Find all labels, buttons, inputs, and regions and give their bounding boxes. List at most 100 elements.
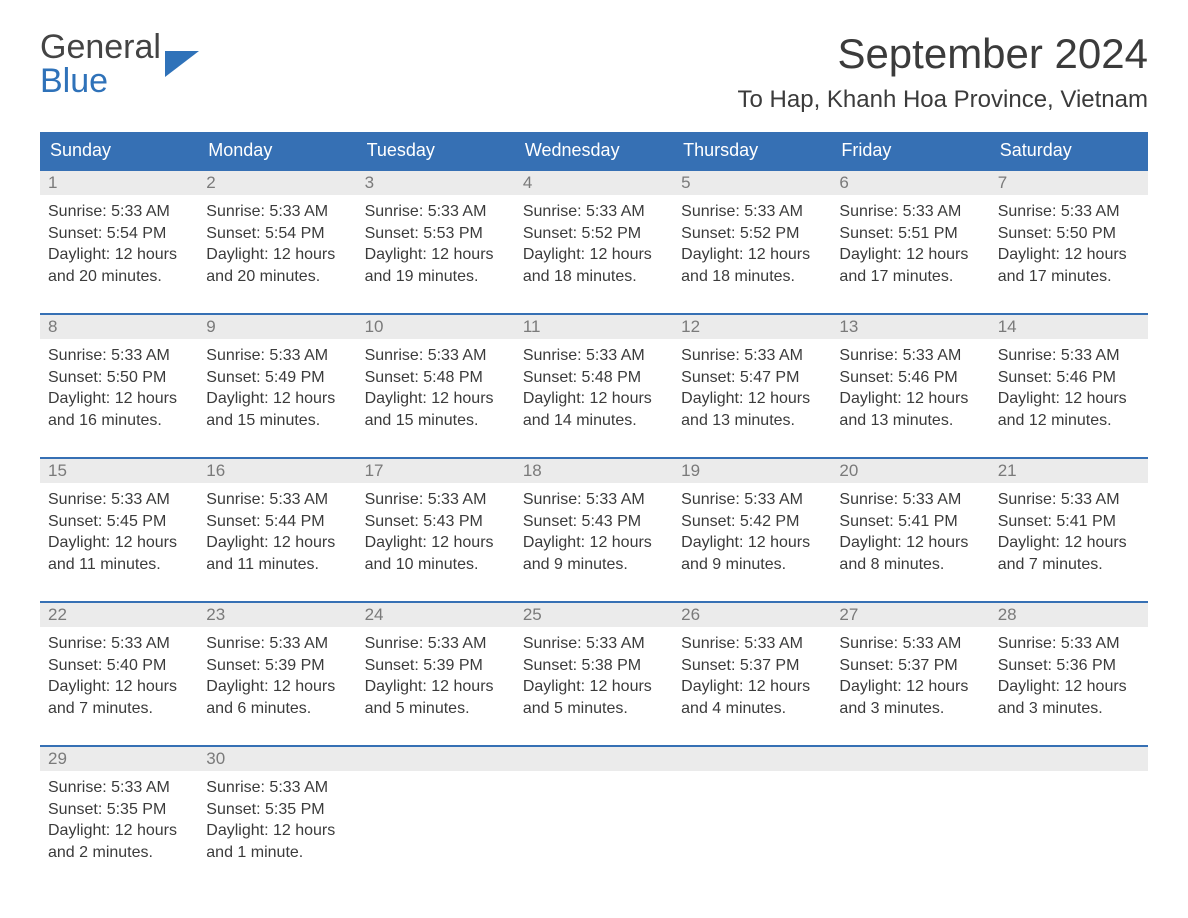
sunrise-line: Sunrise: 5:33 AM xyxy=(48,489,190,511)
daylight-line: Daylight: 12 hours and 20 minutes. xyxy=(206,244,348,287)
sunrise-line: Sunrise: 5:33 AM xyxy=(839,201,981,223)
day-header: Saturday xyxy=(990,132,1148,169)
day-number: 26 xyxy=(673,603,831,627)
day-number: 27 xyxy=(831,603,989,627)
logo-flag-icon xyxy=(165,51,199,77)
day-number: 21 xyxy=(990,459,1148,483)
day-cell: Sunrise: 5:33 AMSunset: 5:35 PMDaylight:… xyxy=(198,771,356,875)
sunset-line: Sunset: 5:38 PM xyxy=(523,655,665,677)
sunrise-line: Sunrise: 5:33 AM xyxy=(523,345,665,367)
sunset-line: Sunset: 5:46 PM xyxy=(998,367,1140,389)
daylight-line: Daylight: 12 hours and 3 minutes. xyxy=(839,676,981,719)
day-number: 25 xyxy=(515,603,673,627)
day-cell: Sunrise: 5:33 AMSunset: 5:38 PMDaylight:… xyxy=(515,627,673,731)
sunrise-line: Sunrise: 5:33 AM xyxy=(998,489,1140,511)
daylight-line: Daylight: 12 hours and 8 minutes. xyxy=(839,532,981,575)
sunset-line: Sunset: 5:44 PM xyxy=(206,511,348,533)
header: General Blue September 2024 To Hap, Khan… xyxy=(40,30,1148,114)
sunrise-line: Sunrise: 5:33 AM xyxy=(48,345,190,367)
day-cell: Sunrise: 5:33 AMSunset: 5:46 PMDaylight:… xyxy=(831,339,989,443)
day-cell: Sunrise: 5:33 AMSunset: 5:41 PMDaylight:… xyxy=(831,483,989,587)
daylight-line: Daylight: 12 hours and 1 minute. xyxy=(206,820,348,863)
daylight-line: Daylight: 12 hours and 15 minutes. xyxy=(206,388,348,431)
day-number: 8 xyxy=(40,315,198,339)
sunrise-line: Sunrise: 5:33 AM xyxy=(48,201,190,223)
sunrise-line: Sunrise: 5:33 AM xyxy=(365,345,507,367)
location-text: To Hap, Khanh Hoa Province, Vietnam xyxy=(738,86,1148,114)
day-number: 3 xyxy=(357,171,515,195)
sunset-line: Sunset: 5:51 PM xyxy=(839,223,981,245)
daylight-line: Daylight: 12 hours and 17 minutes. xyxy=(998,244,1140,287)
day-number: 1 xyxy=(40,171,198,195)
sunset-line: Sunset: 5:43 PM xyxy=(365,511,507,533)
calendar: SundayMondayTuesdayWednesdayThursdayFrid… xyxy=(40,132,1148,875)
day-cell: Sunrise: 5:33 AMSunset: 5:42 PMDaylight:… xyxy=(673,483,831,587)
day-cell: Sunrise: 5:33 AMSunset: 5:54 PMDaylight:… xyxy=(40,195,198,299)
daylight-line: Daylight: 12 hours and 16 minutes. xyxy=(48,388,190,431)
week-row: 22232425262728Sunrise: 5:33 AMSunset: 5:… xyxy=(40,601,1148,731)
sunrise-line: Sunrise: 5:33 AM xyxy=(839,345,981,367)
day-cell: Sunrise: 5:33 AMSunset: 5:53 PMDaylight:… xyxy=(357,195,515,299)
sunrise-line: Sunrise: 5:33 AM xyxy=(206,777,348,799)
daylight-line: Daylight: 12 hours and 9 minutes. xyxy=(681,532,823,575)
daylight-line: Daylight: 12 hours and 5 minutes. xyxy=(365,676,507,719)
day-number: 4 xyxy=(515,171,673,195)
day-number: 2 xyxy=(198,171,356,195)
daylight-line: Daylight: 12 hours and 13 minutes. xyxy=(681,388,823,431)
sunset-line: Sunset: 5:50 PM xyxy=(48,367,190,389)
daylight-line: Daylight: 12 hours and 15 minutes. xyxy=(365,388,507,431)
day-number: 16 xyxy=(198,459,356,483)
day-number: 6 xyxy=(831,171,989,195)
sunset-line: Sunset: 5:36 PM xyxy=(998,655,1140,677)
week-row: 1234567Sunrise: 5:33 AMSunset: 5:54 PMDa… xyxy=(40,169,1148,299)
day-cell xyxy=(831,771,989,875)
sunset-line: Sunset: 5:40 PM xyxy=(48,655,190,677)
sunrise-line: Sunrise: 5:33 AM xyxy=(365,201,507,223)
daylight-line: Daylight: 12 hours and 10 minutes. xyxy=(365,532,507,575)
day-cell: Sunrise: 5:33 AMSunset: 5:52 PMDaylight:… xyxy=(673,195,831,299)
day-cell: Sunrise: 5:33 AMSunset: 5:51 PMDaylight:… xyxy=(831,195,989,299)
daylight-line: Daylight: 12 hours and 18 minutes. xyxy=(681,244,823,287)
daylight-line: Daylight: 12 hours and 17 minutes. xyxy=(839,244,981,287)
daynum-row: 891011121314 xyxy=(40,315,1148,339)
sunrise-line: Sunrise: 5:33 AM xyxy=(681,345,823,367)
day-number: 19 xyxy=(673,459,831,483)
day-number: 20 xyxy=(831,459,989,483)
sunset-line: Sunset: 5:37 PM xyxy=(839,655,981,677)
day-cell xyxy=(357,771,515,875)
daylight-line: Daylight: 12 hours and 20 minutes. xyxy=(48,244,190,287)
day-cell: Sunrise: 5:33 AMSunset: 5:54 PMDaylight:… xyxy=(198,195,356,299)
sunrise-line: Sunrise: 5:33 AM xyxy=(681,633,823,655)
day-cell: Sunrise: 5:33 AMSunset: 5:47 PMDaylight:… xyxy=(673,339,831,443)
day-number: 18 xyxy=(515,459,673,483)
daylight-line: Daylight: 12 hours and 3 minutes. xyxy=(998,676,1140,719)
day-number: 22 xyxy=(40,603,198,627)
daynum-row: 22232425262728 xyxy=(40,603,1148,627)
sunset-line: Sunset: 5:52 PM xyxy=(523,223,665,245)
sunset-line: Sunset: 5:41 PM xyxy=(998,511,1140,533)
day-number: 24 xyxy=(357,603,515,627)
day-cell: Sunrise: 5:33 AMSunset: 5:50 PMDaylight:… xyxy=(40,339,198,443)
day-cell: Sunrise: 5:33 AMSunset: 5:35 PMDaylight:… xyxy=(40,771,198,875)
daylight-line: Daylight: 12 hours and 5 minutes. xyxy=(523,676,665,719)
sunset-line: Sunset: 5:50 PM xyxy=(998,223,1140,245)
day-number xyxy=(357,747,515,771)
day-number: 29 xyxy=(40,747,198,771)
sunset-line: Sunset: 5:52 PM xyxy=(681,223,823,245)
day-cell: Sunrise: 5:33 AMSunset: 5:52 PMDaylight:… xyxy=(515,195,673,299)
daylight-line: Daylight: 12 hours and 7 minutes. xyxy=(48,676,190,719)
sunset-line: Sunset: 5:48 PM xyxy=(365,367,507,389)
day-cell: Sunrise: 5:33 AMSunset: 5:45 PMDaylight:… xyxy=(40,483,198,587)
daylight-line: Daylight: 12 hours and 7 minutes. xyxy=(998,532,1140,575)
day-cell xyxy=(673,771,831,875)
day-number: 15 xyxy=(40,459,198,483)
day-number: 9 xyxy=(198,315,356,339)
day-cell: Sunrise: 5:33 AMSunset: 5:39 PMDaylight:… xyxy=(198,627,356,731)
day-cell: Sunrise: 5:33 AMSunset: 5:39 PMDaylight:… xyxy=(357,627,515,731)
sunset-line: Sunset: 5:46 PM xyxy=(839,367,981,389)
day-header: Monday xyxy=(198,132,356,169)
day-cell: Sunrise: 5:33 AMSunset: 5:50 PMDaylight:… xyxy=(990,195,1148,299)
day-cell: Sunrise: 5:33 AMSunset: 5:48 PMDaylight:… xyxy=(357,339,515,443)
sunset-line: Sunset: 5:53 PM xyxy=(365,223,507,245)
month-title: September 2024 xyxy=(738,30,1148,78)
